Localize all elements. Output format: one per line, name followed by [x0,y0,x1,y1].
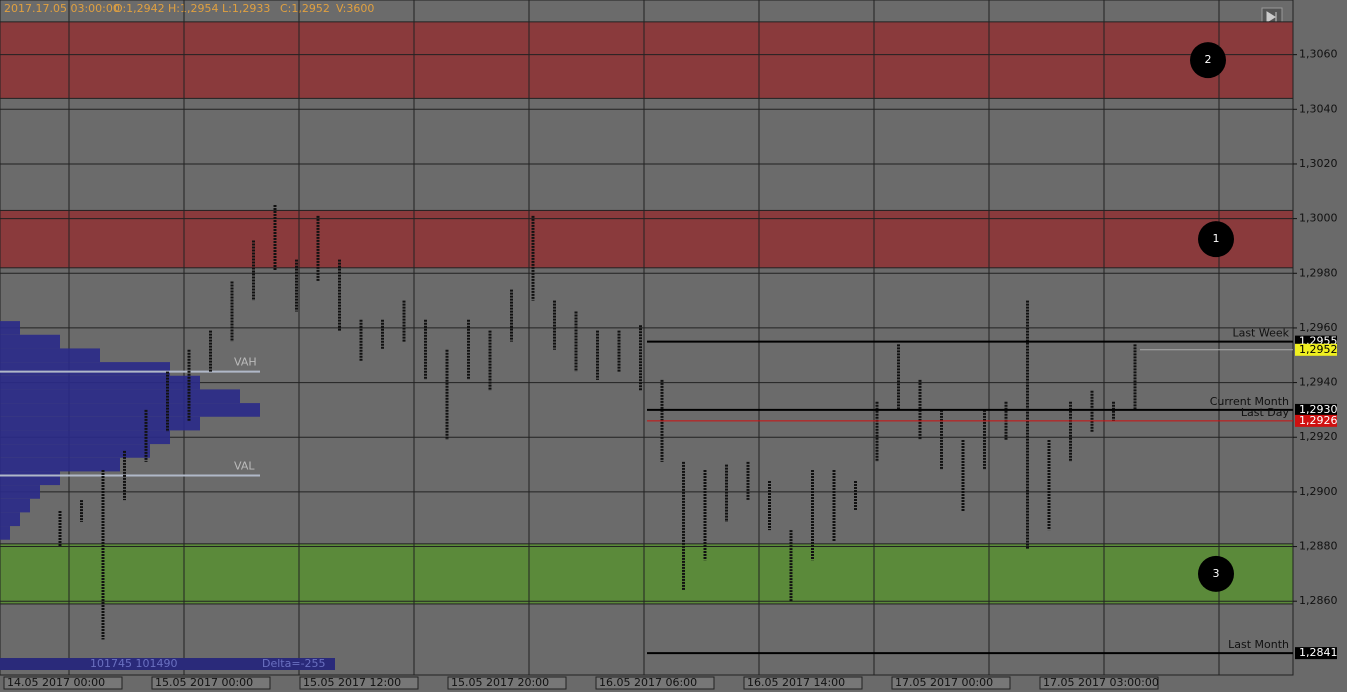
volume-profile-bar [0,416,200,431]
volume-profile-bar [0,362,170,376]
header-volume: V:3600 [336,2,374,15]
time-label: 17.05 2017 00:00 [895,676,993,689]
y-tick-label: 1,3060 [1299,48,1338,61]
volume-profile-bar [0,403,260,417]
volume-profile-bar [0,430,170,445]
y-tick-label: 1,2860 [1299,594,1338,607]
time-label-box [1039,676,1159,690]
time-label: 15.05 2017 00:00 [155,676,253,689]
zone-label: 3 [1213,567,1220,580]
y-tick-label: 1,2900 [1299,485,1338,498]
level-name: Last Month [1228,638,1289,651]
time-label-box [299,676,419,690]
volume-profile-bar [0,471,60,486]
level-price: 1,2930 [1299,403,1338,416]
time-label: 15.05 2017 20:00 [451,676,549,689]
time-label-box [743,676,863,690]
header-time: 2017.17.05 03:00:00 [4,2,120,15]
header-low: L:1,2933 [222,2,270,15]
y-tick-label: 1,2920 [1299,430,1338,443]
volume-profile-bar [0,498,30,513]
y-tick-label: 1,3040 [1299,102,1338,115]
volume-profile-bar [0,348,100,363]
volume-profile-bar [0,457,120,472]
level-price-box [1295,414,1337,427]
time-label-box [151,676,271,690]
volume-profile-bar [0,334,60,349]
vah-label: VAH [234,356,257,369]
y-tick-label: 1,3000 [1299,212,1338,225]
volume-profile-bar [0,526,10,540]
volume-profile-bar [0,389,240,404]
time-label-box [3,676,123,690]
level-price: 1,2841 [1299,646,1338,659]
time-label: 14.05 2017 00:00 [7,676,105,689]
level-name: Last Day [1241,406,1290,419]
y-tick-label: 1,2960 [1299,321,1338,334]
volume-profile-bar [0,485,40,499]
header-open: O:1,2942 [114,2,165,15]
zone-badge [1198,221,1234,258]
y-tick-label: 1,2880 [1299,540,1338,553]
zone-badge [1198,555,1234,592]
time-label: 15.05 2017 12:00 [303,676,401,689]
y-tick-label: 1,3020 [1299,157,1338,170]
volume-profile-bar [0,512,20,527]
level-price-box [1295,647,1337,660]
zone-badge [1190,42,1226,79]
level-name: Current Month [1210,395,1289,408]
volume-profile-bar [0,321,20,335]
zone-label: 2 [1205,53,1212,66]
footer-bar [0,658,335,670]
time-label-box [595,676,715,690]
time-label-box [891,676,1011,690]
zone [0,209,1294,269]
time-label-box [447,676,567,690]
volume-profile-bar [0,444,150,458]
current-price-box [1295,343,1337,356]
header-high: H:1,2954 [168,2,218,15]
zone [0,21,1294,99]
footer-delta: Delta=-255 [262,657,326,670]
y-tick-label: 1,2940 [1299,376,1338,389]
current-price-label: 1,2952 [1299,343,1338,356]
time-label: 17.05 2017 03:00:00 [1043,676,1159,689]
level-price-box [1295,403,1337,416]
time-label: 16.05 2017 06:00 [599,676,697,689]
level-name: Last Week [1232,327,1289,340]
y-tick-label: 1,2980 [1299,266,1338,279]
time-label: 16.05 2017 14:00 [747,676,845,689]
footer-volumes: 101745 101490 [90,657,177,670]
val-label: VAL [234,460,255,473]
level-price: 1,2926 [1299,414,1338,427]
zone [0,543,1294,605]
volume-profile-bar [0,375,200,390]
scroll-icon [1266,11,1277,23]
header-close: C:1,2952 [280,2,330,15]
zone-label: 1 [1213,232,1220,245]
